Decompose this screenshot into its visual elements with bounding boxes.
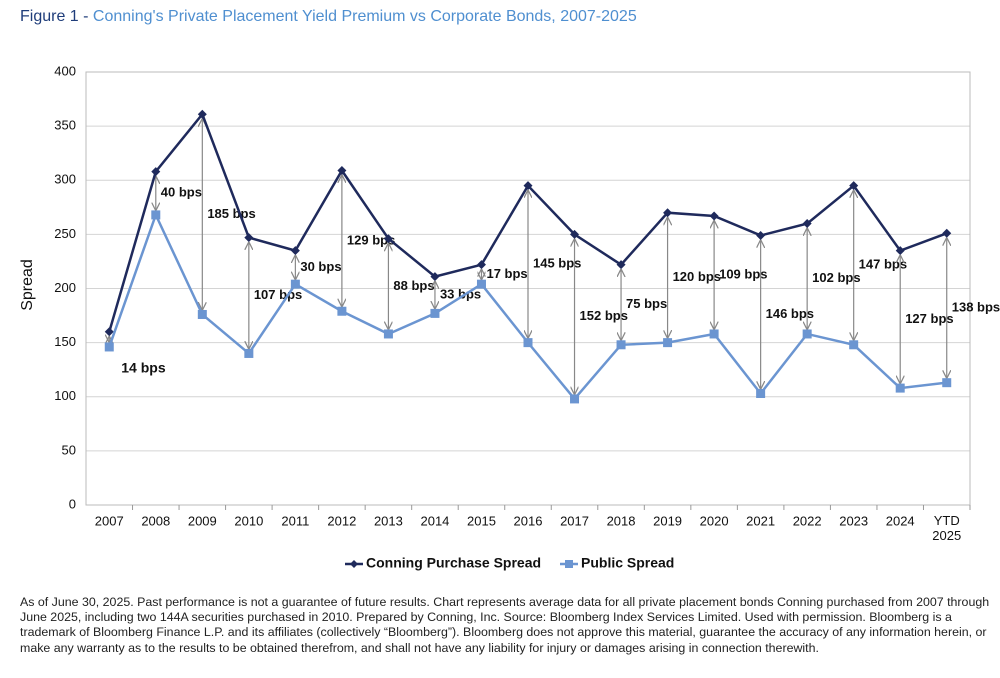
x-tick-label-line: YTD (934, 513, 960, 528)
legend-label: Public Spread (581, 555, 674, 571)
difference-label: 147 bps (859, 257, 907, 272)
point (849, 340, 859, 350)
point (616, 340, 626, 350)
difference-label: 30 bps (300, 259, 341, 274)
x-tick-label: 2017 (560, 513, 589, 528)
point (197, 309, 207, 319)
point (849, 181, 859, 191)
point (616, 260, 626, 270)
point (383, 329, 393, 339)
y-tick-label: 400 (54, 63, 76, 78)
difference-label: 107 bps (254, 287, 302, 302)
difference-label: 75 bps (626, 296, 667, 311)
difference-label: 129 bps (347, 232, 395, 247)
x-tick-label: 2023 (839, 513, 868, 528)
point (895, 246, 905, 256)
difference-label: 109 bps (719, 266, 767, 281)
y-tick-label: 200 (54, 280, 76, 295)
x-tick-label: 2011 (281, 513, 309, 528)
x-tick-label: 2010 (234, 513, 263, 528)
difference-label: 152 bps (580, 308, 628, 323)
point (942, 228, 952, 238)
difference-label: 127 bps (905, 311, 953, 326)
y-tick-label: 50 (62, 442, 76, 457)
y-tick-label: 0 (69, 496, 76, 511)
chart: Figure 1 - Conning's Private Placement Y… (19, 8, 1000, 571)
point (197, 109, 207, 119)
x-tick-label: 2007 (95, 513, 124, 528)
legend-label: Conning Purchase Spread (366, 555, 541, 571)
difference-label: 17 bps (486, 266, 527, 281)
chart-title: Figure 1 - Conning's Private Placement Y… (20, 8, 637, 25)
difference-label: 14 bps (121, 360, 166, 376)
difference-label: 120 bps (673, 269, 721, 284)
difference-label: 40 bps (161, 185, 202, 200)
point (151, 210, 161, 220)
x-tick-label: 2022 (793, 513, 822, 528)
point (104, 327, 114, 337)
point (709, 329, 719, 339)
x-tick-label: 2008 (141, 513, 170, 528)
x-tick-label: 2013 (374, 513, 403, 528)
point (337, 166, 347, 176)
footnote: As of June 30, 2025. Past performance is… (20, 595, 990, 655)
point (663, 338, 673, 348)
x-tick-label: 2014 (420, 513, 449, 528)
x-tick-label: 2012 (327, 513, 356, 528)
title: Conning's Private Placement Yield Premiu… (93, 8, 637, 25)
x-tick-label: 2024 (886, 513, 915, 528)
x-tick-label: 2018 (607, 513, 636, 528)
y-axis-label: Spread (19, 259, 36, 311)
plot-border (85, 71, 971, 506)
point (570, 394, 580, 404)
point (523, 338, 533, 348)
point (942, 378, 952, 388)
x-tick-label: 2015 (467, 513, 496, 528)
point (290, 246, 300, 256)
point (104, 342, 114, 352)
point (244, 233, 254, 243)
point (802, 219, 812, 229)
point (802, 329, 812, 339)
point (476, 279, 486, 289)
point (244, 348, 254, 358)
legend-marker (350, 560, 358, 568)
point (709, 211, 719, 221)
y-tick-label: 300 (54, 172, 76, 187)
x-tick-label-line: 2025 (932, 528, 961, 543)
y-tick-label: 150 (54, 334, 76, 349)
difference-label: 88 bps (393, 278, 434, 293)
x-tick-label: 2009 (188, 513, 217, 528)
point (337, 306, 347, 316)
point (290, 279, 300, 289)
difference-label: 138 bps (952, 299, 1000, 314)
y-tick-label: 100 (54, 388, 76, 403)
point (663, 208, 673, 218)
point (383, 234, 393, 244)
x-tick-label: YTD 2025 (932, 513, 961, 543)
y-tick-label: 250 (54, 226, 76, 241)
figure-label: Figure 1 - (20, 8, 88, 25)
x-tick-label: 2019 (653, 513, 682, 528)
x-tick-label: 2020 (700, 513, 729, 528)
point (430, 308, 440, 318)
point (523, 181, 533, 191)
difference-label: 185 bps (207, 206, 255, 221)
point (756, 389, 766, 399)
point (430, 272, 440, 282)
point (570, 229, 580, 239)
point (895, 383, 905, 393)
difference-label: 146 bps (766, 306, 814, 321)
point (476, 260, 486, 270)
y-tick-label: 350 (54, 118, 76, 133)
legend-marker (565, 560, 573, 568)
x-tick-label: 2016 (514, 513, 543, 528)
difference-label: 145 bps (533, 256, 581, 271)
point (756, 230, 766, 240)
point (151, 167, 161, 177)
x-tick-label: 2021 (746, 513, 775, 528)
difference-label: 102 bps (812, 270, 860, 285)
